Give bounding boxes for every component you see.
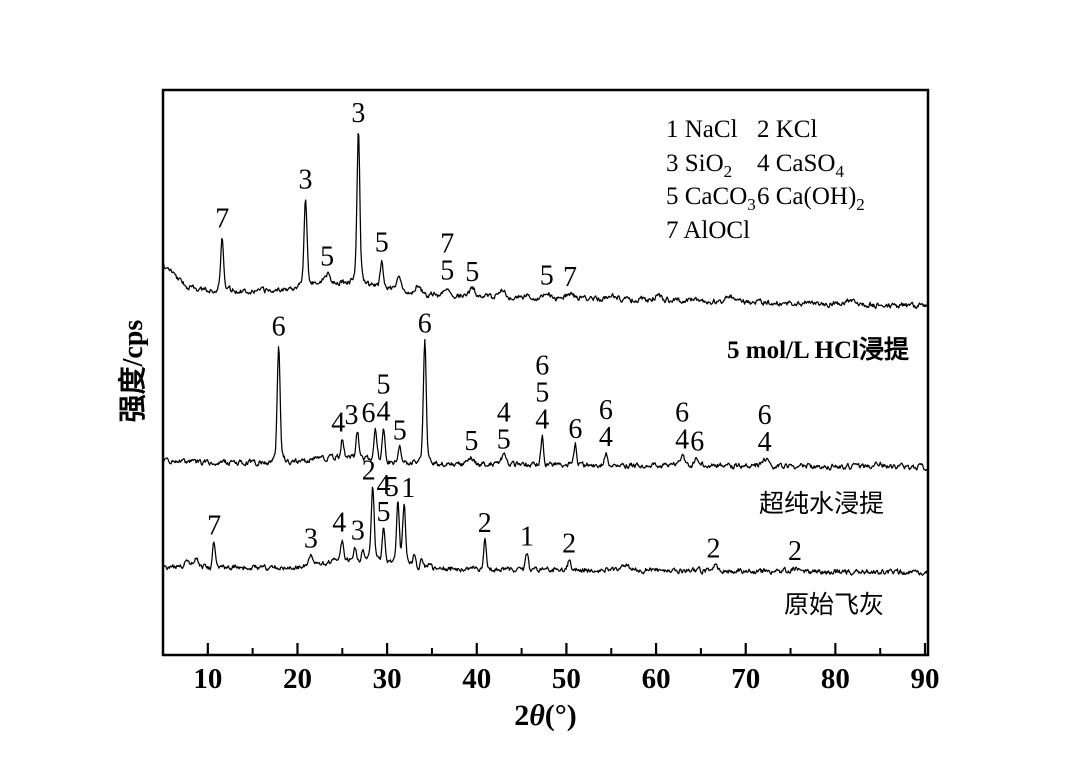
legend-phase-number: 3 — [666, 149, 685, 177]
xrd-trace-1 — [162, 338, 929, 472]
trace-label-water-leach: 超纯水浸提 — [758, 491, 884, 518]
legend-phase-formula: NaCl — [684, 116, 738, 143]
peak-label: 2 — [707, 534, 721, 565]
x-tick-label: 80 — [821, 663, 850, 695]
peak-label: 5 — [465, 257, 479, 288]
peak-label: 5 — [375, 228, 389, 259]
x-tick-label: 30 — [373, 663, 402, 695]
peak-label: 4 — [331, 407, 345, 438]
legend-phase-number: 6 — [757, 183, 776, 210]
legend-phase-number: 1 — [666, 116, 685, 143]
legend-phase-formula: 2 — [723, 161, 733, 181]
peak-label: 5 — [393, 415, 407, 446]
peak-label: 6 — [418, 308, 432, 339]
peak-label: 2 — [362, 456, 376, 487]
peak-label: 5 — [377, 497, 391, 528]
x-axis-title-number: 2 — [514, 699, 530, 732]
peak-label: 4 — [535, 405, 549, 436]
peak-label: 7 — [440, 228, 454, 259]
x-axis-title-unit: (°) — [544, 699, 577, 732]
legend-phase-formula: SiO — [684, 149, 724, 177]
legend-item-7: 7 AlOCl — [666, 217, 750, 245]
peak-label: 3 — [299, 165, 313, 196]
peak-label: 6 — [535, 351, 549, 382]
x-tick-label: 10 — [193, 663, 222, 695]
peak-label: 2 — [478, 508, 492, 539]
peak-label: 4 — [377, 396, 391, 427]
legend-item-5: 5 CaCO3 — [666, 183, 756, 215]
peak-label: 3 — [351, 98, 365, 129]
legend-item-3: 3 SiO2 — [666, 150, 732, 182]
peak-label: 3 — [345, 400, 359, 431]
peak-label: 1 — [401, 473, 415, 504]
peak-label: 5 — [377, 369, 391, 400]
peak-label: 6 — [758, 400, 772, 431]
peak-label: 2 — [788, 536, 802, 567]
trace-label-hcl-leach: 5 mol/L HCl浸提 — [727, 337, 909, 364]
peak-label: 3 — [351, 515, 365, 546]
legend-phase-formula: AlOCl — [683, 216, 751, 244]
legend-phase-formula: 2 — [856, 195, 865, 214]
peak-label: 4 — [758, 427, 772, 458]
peak-label: 6 — [362, 398, 376, 429]
x-tick-label: 60 — [642, 663, 671, 695]
peak-label: 4 — [599, 422, 613, 453]
trace-label-raw-ash: 原始飞灰 — [783, 592, 884, 619]
legend-phase-number: 4 — [757, 149, 776, 177]
x-tick-label: 40 — [462, 663, 491, 695]
x-tick-label: 90 — [911, 663, 940, 695]
x-axis-title-theta: θ — [529, 699, 545, 732]
peak-label: 4 — [497, 397, 511, 428]
peak-label: 5 — [535, 378, 549, 409]
legend-item-4: 4 CaSO4 — [757, 150, 844, 182]
peak-label: 4 — [377, 470, 391, 501]
peak-label: 5 — [320, 242, 334, 273]
peak-label: 6 — [568, 414, 582, 445]
legend-item-2: 2 KCl — [757, 116, 817, 144]
peak-label: 4 — [332, 508, 346, 539]
legend-phase-formula: 4 — [835, 161, 844, 181]
peak-label: 3 — [304, 524, 318, 555]
xrd-trace-2 — [162, 486, 929, 576]
peak-label: 4 — [675, 425, 689, 456]
legend-item-6: 6 Ca(OH)2 — [757, 183, 865, 215]
plot-border — [161, 88, 930, 657]
legend-phase-formula: 3 — [747, 195, 756, 214]
legend-item-1: 1 NaCl — [666, 116, 738, 144]
x-axis-title: 2θ(°) — [395, 699, 696, 733]
peak-label: 5 — [540, 261, 554, 292]
xrd-trace-0 — [162, 132, 929, 310]
peak-label: 7 — [207, 510, 221, 541]
peak-label: 5 — [497, 424, 511, 455]
peak-label: 1 — [520, 521, 534, 552]
x-tick-label: 20 — [283, 663, 312, 695]
legend-phase-formula: CaSO — [775, 149, 836, 177]
peak-label: 7 — [563, 262, 577, 293]
peak-label: 6 — [272, 312, 286, 343]
peak-label: 2 — [562, 529, 576, 560]
peak-label: 6 — [675, 398, 689, 429]
legend-phase-number: 2 — [757, 116, 776, 143]
legend-phase-formula: CaCO — [684, 183, 748, 210]
peak-label: 5 — [385, 472, 399, 503]
peak-label: 7 — [215, 203, 229, 234]
legend-phase-formula: Ca(OH) — [775, 183, 857, 210]
peak-label: 6 — [690, 427, 704, 458]
peak-label: 5 — [464, 426, 478, 457]
peak-label: 5 — [440, 255, 454, 286]
x-tick-label: 70 — [731, 663, 760, 695]
legend-phase-formula: KCl — [775, 116, 818, 143]
y-axis-title: 强度/cps — [118, 319, 149, 423]
legend-phase-number: 5 — [666, 183, 685, 210]
legend-phase-number: 7 — [666, 216, 684, 244]
peak-label: 6 — [599, 395, 613, 426]
x-tick-label: 50 — [552, 663, 581, 695]
